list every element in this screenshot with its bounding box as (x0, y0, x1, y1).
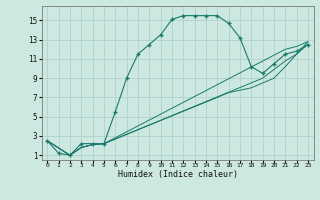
X-axis label: Humidex (Indice chaleur): Humidex (Indice chaleur) (118, 170, 237, 179)
